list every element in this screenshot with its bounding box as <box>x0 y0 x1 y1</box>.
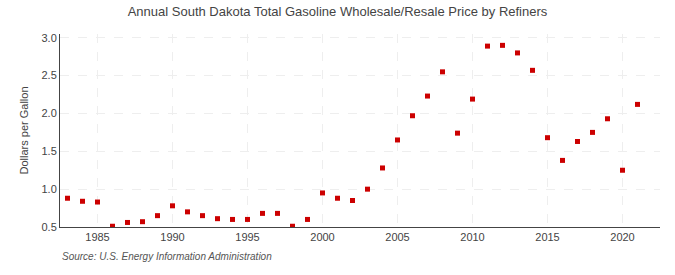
svg-text:Dollars per Gallon: Dollars per Gallon <box>18 86 30 174</box>
svg-text:2000: 2000 <box>310 231 334 243</box>
svg-text:2015: 2015 <box>535 231 559 243</box>
svg-text:2.0: 2.0 <box>42 107 57 119</box>
svg-text:3.0: 3.0 <box>42 32 57 44</box>
svg-text:1995: 1995 <box>235 231 259 243</box>
svg-text:2020: 2020 <box>610 231 634 243</box>
svg-text:2.5: 2.5 <box>42 69 57 81</box>
svg-text:0.5: 0.5 <box>42 221 57 233</box>
svg-text:2005: 2005 <box>385 231 409 243</box>
svg-text:2010: 2010 <box>460 231 484 243</box>
svg-text:1.0: 1.0 <box>42 183 57 195</box>
svg-text:1985: 1985 <box>85 231 109 243</box>
svg-text:1990: 1990 <box>160 231 184 243</box>
svg-text:Annual South Dakota Total Gaso: Annual South Dakota Total Gasoline Whole… <box>128 4 548 19</box>
svg-text:1.5: 1.5 <box>42 145 57 157</box>
svg-text:Source: U.S. Energy Informatio: Source: U.S. Energy Information Administ… <box>62 251 272 262</box>
